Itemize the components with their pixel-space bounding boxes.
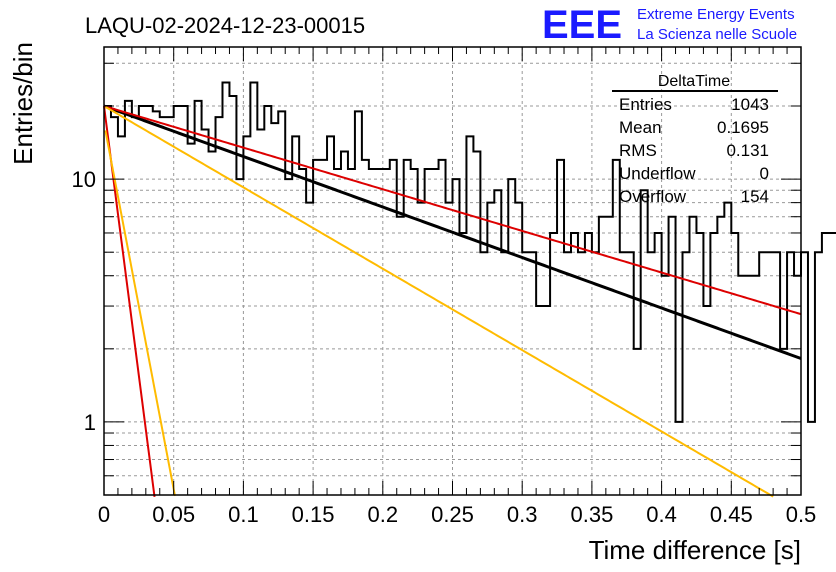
stats-box-title: DeltaTime (658, 73, 730, 90)
stats-label-rms: RMS (619, 141, 657, 160)
x-tick-label: 0.25 (431, 502, 474, 527)
eee-logo-mark: EEE (542, 3, 622, 47)
x-tick-label: 0.1 (228, 502, 259, 527)
fit-curve-0 (103, 104, 802, 360)
eee-logo-line2: La Scienza nelle Scuole (637, 26, 797, 43)
fit-curve-4 (104, 130, 176, 497)
stats-label-entries: Entries (619, 95, 672, 114)
eee-logo-line1: Extreme Energy Events (637, 6, 795, 23)
stats-value-entries: 1043 (731, 95, 769, 114)
stats-label-overflow: Overflow (619, 187, 687, 206)
stats-label-underflow: Underflow (619, 164, 696, 183)
stats-value-mean: 0.1695 (717, 118, 769, 137)
grid-lines (103, 47, 802, 496)
stats-value-underflow: 0 (760, 164, 769, 183)
x-tick-label: 0.4 (646, 502, 677, 527)
stats-box: DeltaTime Entries 1043 Mean 0.1695 RMS 0… (612, 73, 778, 206)
stats-value-rms: 0.131 (726, 141, 769, 160)
chart-title: LAQU-02-2024-12-23-00015 (85, 13, 365, 38)
x-tick-label: 0.15 (292, 502, 335, 527)
x-tick-label: 0.35 (570, 502, 613, 527)
x-tick-label: 0.2 (368, 502, 399, 527)
x-axis-label: Time difference [s] (589, 535, 801, 565)
histogram-series (104, 81, 836, 423)
axis-ticks: 0 0.05 0.1 0.15 0.2 0.25 0.3 0.35 0.4 0.45 0.5 1 10 (72, 47, 817, 527)
fit-curve-3 (104, 105, 774, 498)
x-tick-label: 0.05 (152, 502, 195, 527)
y-axis-label: Entries/bin (8, 42, 38, 165)
stats-value-overflow: 154 (741, 187, 769, 206)
histogram-step-line (104, 81, 836, 423)
y-tick-label: 10 (72, 167, 96, 192)
fit-curve-1 (103, 105, 802, 316)
x-tick-label: 0 (98, 502, 110, 527)
x-tick-label: 0.5 (786, 502, 817, 527)
stats-label-mean: Mean (619, 118, 662, 137)
fit-curves (103, 104, 802, 498)
eee-logo: EEE Extreme Energy Events La Scienza nel… (542, 3, 797, 47)
y-tick-label: 1 (84, 410, 96, 435)
x-tick-label: 0.3 (507, 502, 538, 527)
x-tick-label: 0.45 (710, 502, 753, 527)
